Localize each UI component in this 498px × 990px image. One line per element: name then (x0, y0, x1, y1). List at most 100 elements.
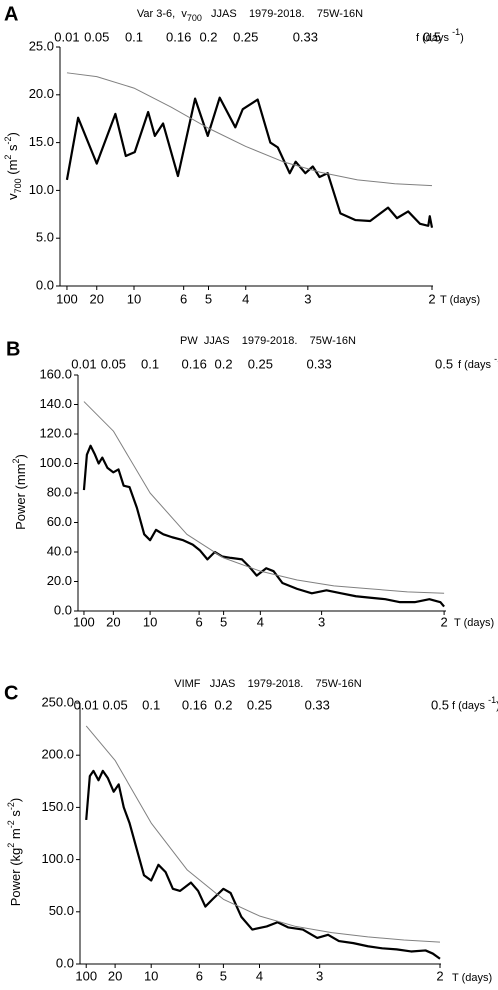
y-tick-label: 0.0 (36, 277, 54, 292)
text-part: 700 (187, 13, 202, 23)
x2-tick-label: 6 (180, 291, 187, 306)
x2-tick-label: 5 (220, 968, 227, 983)
x-tick-label: 0.1 (142, 697, 160, 712)
text-part: ) (13, 454, 28, 458)
x-tick-label: 0.25 (233, 29, 258, 44)
panel: A Var 3-6, v700 JJAS 1979-2018. 75W-16N0.… (3, 3, 480, 306)
panel-label: B (6, 338, 20, 360)
x-tick-label: 0.2 (199, 29, 217, 44)
text-part: JJAS 1979-2018. 75W-16N (202, 8, 363, 20)
text-part: ) (460, 32, 464, 44)
text-part: -2 (3, 136, 13, 144)
x-tick-label: 0.2 (214, 697, 232, 712)
x-tick-label: 0.5 (431, 697, 449, 712)
fit-line (66, 72, 433, 187)
x2-tick-label: 20 (106, 614, 120, 629)
x2-tick-label: 10 (143, 614, 157, 629)
x2-tick-label: 3 (316, 968, 323, 983)
text-part: -1 (494, 354, 498, 364)
x2-tick-label: 20 (90, 291, 104, 306)
x2-tick-label: 3 (318, 614, 325, 629)
x2-tick-label: 100 (75, 968, 97, 983)
x-tick-label: 0.33 (306, 356, 331, 371)
spectrum-line (65, 96, 434, 228)
y-axis-label: Power (kg2 m-2 s-2) (6, 798, 23, 907)
text-part: (m (5, 160, 20, 179)
fit-line (83, 401, 445, 594)
text-part: f (days (416, 32, 452, 44)
y-tick-label: 5.0 (36, 230, 54, 245)
y-tick-label: 0.0 (54, 602, 72, 617)
x2-tick-label: 10 (127, 291, 141, 306)
spectrum-line (82, 444, 445, 608)
y-tick-label: 40.0 (47, 543, 72, 558)
x2-tick-label: 100 (73, 614, 95, 629)
text-part: s (5, 144, 20, 155)
text-part: -1 (488, 695, 496, 705)
text-part: VIMF JJAS 1979-2018. 75W-16N (174, 678, 362, 690)
text-part: f (days (452, 700, 488, 712)
y-tick-label: 10.0 (29, 182, 54, 197)
text-part: -1 (452, 27, 460, 37)
text-part: 700 (13, 178, 23, 193)
x-tick-label: 0.05 (101, 356, 126, 371)
x2-tick-label: 4 (242, 291, 249, 306)
x-tick-label: 0.1 (125, 29, 143, 44)
panel-label: C (4, 682, 18, 704)
x-tick-label: 0.16 (182, 697, 207, 712)
text-part: PW JJAS 1979-2018. 75W-16N (180, 335, 356, 347)
text-part: 2 (6, 843, 16, 848)
x2-tick-label: 6 (195, 614, 202, 629)
panel-label: A (4, 3, 18, 25)
x2-tick-label: 2 (428, 291, 435, 306)
text-part: 2 (3, 155, 13, 160)
y-tick-label: 200.0 (41, 747, 74, 762)
x-tick-label: 0.05 (84, 29, 109, 44)
x-tick-label: 0.25 (248, 356, 273, 371)
chart-title: VIMF JJAS 1979-2018. 75W-16N (174, 678, 362, 690)
text-part: ) (496, 700, 498, 712)
x2-tick-label: 20 (108, 968, 122, 983)
x2-tick-label: 4 (257, 614, 264, 629)
y-tick-label: 150.0 (41, 799, 74, 814)
y-tick-label: 120.0 (39, 425, 72, 440)
panel: C VIMF JJAS 1979-2018. 75W-16N 0.05 0.0 100.… (4, 678, 498, 984)
text-part: Power (kg (8, 848, 23, 907)
x-axis-label: f (days -1) (416, 27, 464, 44)
chart-title: Var 3-6, v700 JJAS 1979-2018. 75W-16N (137, 8, 363, 23)
chart-title: PW JJAS 1979-2018. 75W-16N (180, 335, 356, 347)
x2-tick-label: 2 (440, 614, 447, 629)
y-tick-label: 100.0 (39, 455, 72, 470)
x-tick-label: 0.01 (71, 356, 96, 371)
text-part: -2 (6, 802, 16, 810)
y-axis-label: v700 (m2 s-2) (3, 132, 23, 200)
y-tick-label: 140.0 (39, 396, 72, 411)
x2-tick-label: 5 (220, 614, 227, 629)
x-tick-label: 0.5 (435, 356, 453, 371)
text-part: m (8, 828, 23, 842)
x2-tick-label: 100 (56, 291, 78, 306)
y-tick-label: 0.0 (56, 955, 74, 970)
spectrum-line (85, 769, 441, 960)
text-part: ) (8, 798, 23, 802)
x-tick-label: 0.05 (102, 697, 127, 712)
x-tick-label: 0.2 (215, 356, 233, 371)
x-tick-label: 0.16 (166, 29, 191, 44)
y-tick-label: 60.0 (47, 514, 72, 529)
text-part: Power (mm (13, 463, 28, 529)
text-part: 2 (11, 458, 21, 463)
y-tick-label: 80.0 (47, 484, 72, 499)
x2-axis-label: T (days) (440, 294, 480, 306)
text-part: -2 (6, 820, 16, 828)
x2-axis-label: T (days) (452, 972, 492, 984)
y-tick-label: 15.0 (29, 134, 54, 149)
y-tick-label: 100.0 (41, 851, 74, 866)
x-tick-label: 0.01 (74, 697, 99, 712)
x-tick-label: 0.1 (141, 356, 159, 371)
y-axis-label: Power (mm2) (11, 454, 28, 530)
x-tick-label: 0.5 (423, 29, 441, 44)
x2-tick-label: 4 (256, 968, 263, 983)
text-part: f (days (458, 359, 494, 371)
text-part: Var 3-6, v (137, 8, 187, 20)
